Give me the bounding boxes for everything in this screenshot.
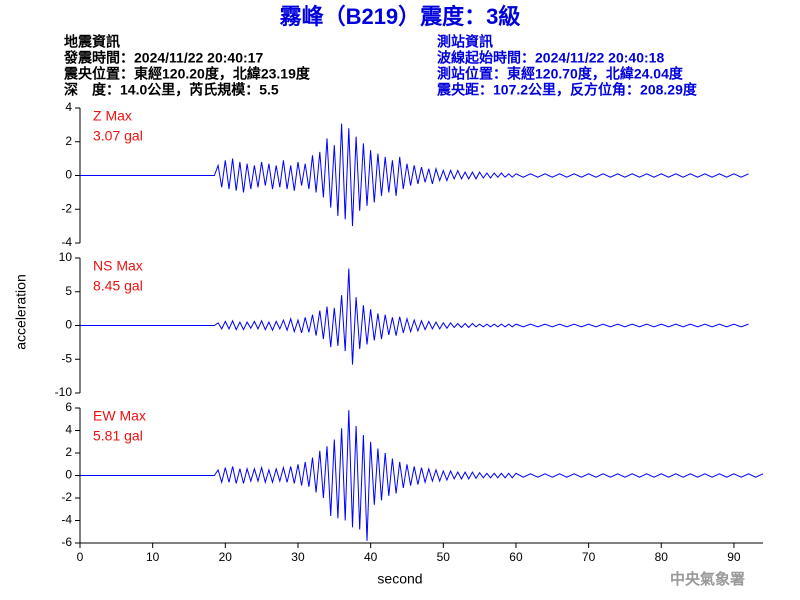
title: 霧峰（B219）震度：3級 — [279, 4, 521, 29]
y-tick-label: 4 — [65, 100, 72, 114]
y-tick-label: -4 — [61, 513, 72, 527]
x-tick-label: 0 — [77, 550, 84, 564]
x-axis-label: second — [377, 571, 422, 587]
waveform — [80, 268, 749, 365]
x-tick-label: 40 — [364, 550, 378, 564]
x-tick-label: 90 — [727, 550, 741, 564]
y-tick-label: -2 — [61, 490, 72, 504]
peak-label: 5.81 gal — [93, 428, 143, 444]
waveform — [80, 410, 764, 541]
y-tick-label: -2 — [61, 201, 72, 215]
y-tick-label: 2 — [65, 445, 72, 459]
peak-label: 8.45 gal — [93, 278, 143, 294]
y-tick-label: 4 — [65, 423, 72, 437]
y-tick-label: 10 — [59, 250, 73, 264]
y-tick-label: -6 — [61, 535, 72, 549]
y-tick-label: -4 — [61, 235, 72, 249]
component-label: NS Max — [93, 258, 143, 274]
y-tick-label: 0 — [65, 318, 72, 332]
y-tick-label: 5 — [65, 284, 72, 298]
info-left: 震央位置：東經120.20度，北緯23.19度 — [63, 66, 311, 82]
y-tick-label: 6 — [65, 400, 72, 414]
peak-label: 3.07 gal — [93, 128, 143, 144]
info-left: 地震資訊 — [64, 34, 120, 50]
x-tick-label: 10 — [146, 550, 160, 564]
x-tick-label: 20 — [219, 550, 233, 564]
y-tick-label: -5 — [61, 351, 72, 365]
y-tick-label: 2 — [65, 134, 72, 148]
y-tick-label: -10 — [55, 385, 73, 399]
x-tick-label: 30 — [291, 550, 305, 564]
x-tick-label: 80 — [655, 550, 669, 564]
info-left: 發震時間：2024/11/22 20:40:17 — [63, 50, 263, 66]
info-right: 震央距：107.2公里，反方位角：208.29度 — [436, 82, 698, 98]
y-tick-label: 0 — [65, 468, 72, 482]
component-label: Z Max — [93, 108, 132, 124]
info-right: 測站位置：東經120.70度，北緯24.04度 — [437, 66, 684, 82]
footer: 中央氣象署 — [670, 570, 745, 588]
info-left: 深 度：14.0公里，芮氏規模：5.5 — [64, 82, 279, 98]
info-right: 測站資訊 — [437, 34, 493, 50]
x-tick-label: 70 — [582, 550, 596, 564]
waveform — [80, 123, 749, 227]
y-tick-label: 0 — [65, 168, 72, 182]
y-axis-label: acceleration — [13, 274, 29, 350]
x-tick-label: 60 — [509, 550, 523, 564]
x-tick-label: 50 — [437, 550, 451, 564]
info-right: 波線起始時間：2024/11/22 20:40:18 — [437, 50, 664, 66]
component-label: EW Max — [93, 408, 146, 424]
